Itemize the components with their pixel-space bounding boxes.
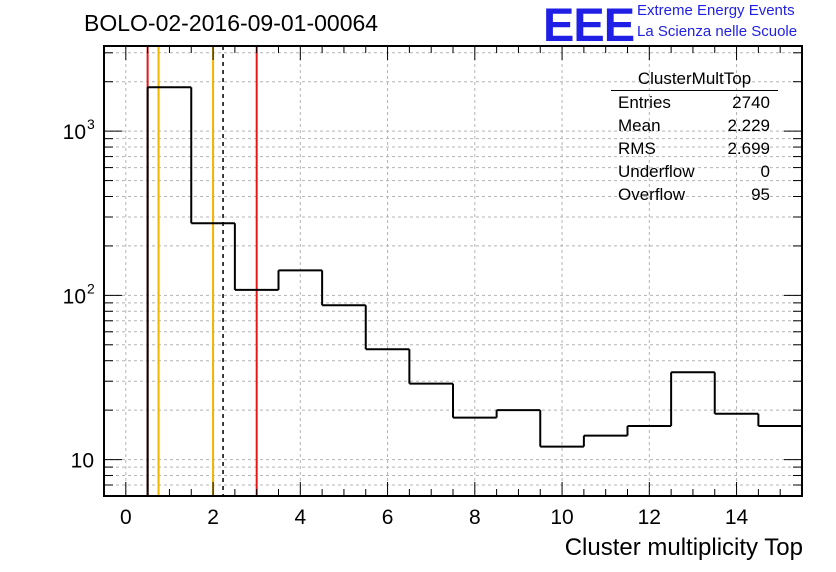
stats-value: 2740	[732, 93, 770, 112]
stats-label: RMS	[618, 139, 656, 158]
axis-ticks	[103, 46, 803, 497]
x-tick-label: 10	[550, 506, 573, 529]
stats-box: ClusterMultTop Entries 2740 Mean 2.229 R…	[611, 69, 778, 206]
x-tick-label: 12	[638, 506, 661, 529]
stats-label: Underflow	[618, 162, 695, 181]
stats-row: Entries 2740	[611, 91, 778, 114]
stats-value: 2.699	[727, 139, 770, 158]
y-tick-label-exponent: 2	[87, 280, 95, 296]
stats-label: Overflow	[618, 185, 686, 204]
stats-row: RMS 2.699	[611, 137, 778, 160]
x-tick-label: 0	[120, 506, 132, 529]
stats-value: 95	[751, 185, 770, 204]
stats-row: Overflow 95	[611, 183, 778, 206]
x-tick-label: 14	[725, 506, 749, 529]
stats-value: 2.229	[727, 116, 770, 135]
y-tick-label-exponent: 3	[87, 116, 95, 132]
stats-row: Underflow 0	[611, 160, 778, 183]
stats-title: ClusterMultTop	[611, 69, 778, 91]
logo-line-1: Extreme Energy Events	[637, 2, 795, 19]
x-tick-label: 8	[469, 506, 481, 529]
stats-row: Mean 2.229	[611, 114, 778, 137]
histogram-series	[146, 86, 802, 496]
x-axis-label: Cluster multiplicity Top	[564, 534, 803, 561]
x-tick-label: 6	[382, 506, 394, 529]
vertical-marker-lines	[146, 46, 258, 496]
y-tick-label: 10	[63, 285, 86, 308]
x-tick-label: 4	[294, 506, 306, 529]
logo-line-2: La Scienza nelle Scuole	[637, 23, 798, 40]
y-tick-label: 10	[71, 450, 94, 473]
x-tick-label: 2	[207, 506, 219, 529]
stats-value: 0	[760, 162, 770, 181]
stats-label: Entries	[618, 93, 671, 112]
eee-logo: EEE	[543, 0, 635, 51]
chart-title: BOLO-02-2016-09-01-00064	[84, 10, 379, 36]
stats-label: Mean	[618, 116, 661, 135]
y-tick-label: 10	[63, 121, 86, 144]
